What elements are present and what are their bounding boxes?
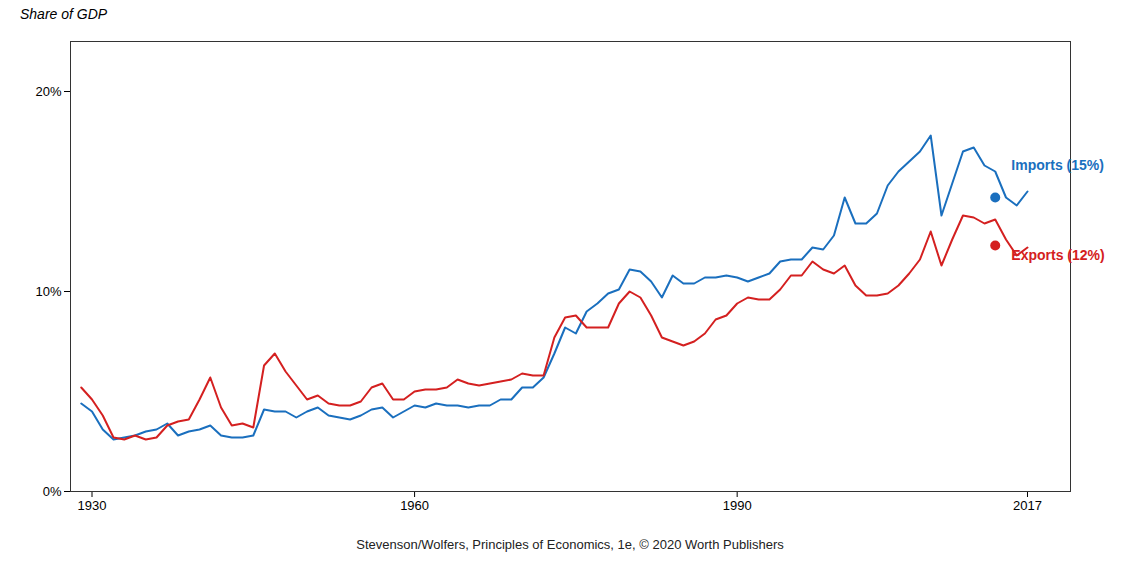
svg-text:Imports (15%): Imports (15%) [1011,157,1104,173]
svg-text:10%: 10% [35,284,61,299]
svg-text:1990: 1990 [723,498,752,513]
svg-text:0%: 0% [43,484,62,499]
svg-text:Exports (12%): Exports (12%) [1011,247,1104,263]
html-text:Stevenson/Wolfers, Principles: Stevenson/Wolfers, Principles of Economi… [356,537,784,552]
svg-text:1930: 1930 [78,498,107,513]
svg-text:20%: 20% [35,84,61,99]
svg-text:2017: 2017 [1013,498,1042,513]
html-text:Share of GDP: Share of GDP [20,6,108,22]
svg-text:1960: 1960 [400,498,429,513]
